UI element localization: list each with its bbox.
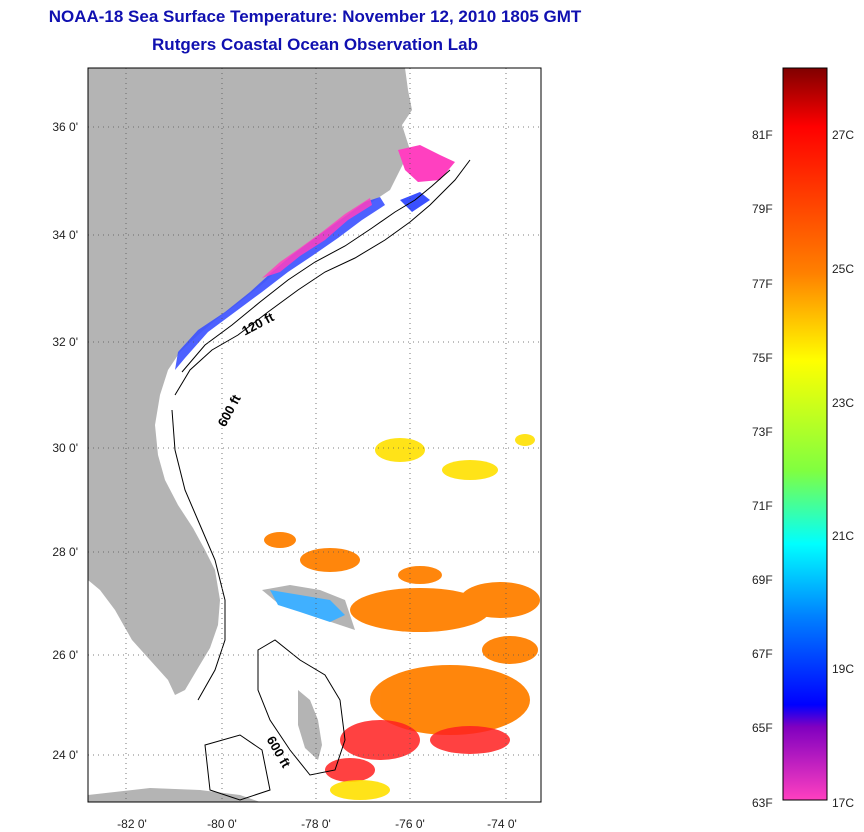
colorbar-f-label: 63F [752,796,773,810]
colorbar-c-label: 23C [832,396,855,410]
colorbar-c-label: 27C [832,128,855,142]
land-mass [88,68,412,695]
colorbar-f-label: 77F [752,277,773,291]
lon-tick-label: -82 0' [117,817,147,831]
lon-tick-label: -78 0' [301,817,331,831]
lat-tick-label: 34 0' [52,228,78,242]
colorbar-c-label: 17C [832,796,855,810]
hot-sst-patches [325,720,510,782]
contour-120ft [181,169,451,373]
colorbar-c-label: 21C [832,529,855,543]
map-subtitle: Rutgers Coastal Ocean Observation Lab [152,35,478,54]
cuba-land [88,788,260,802]
colorbar-f-label: 67F [752,647,773,661]
colorbar-c-label: 25C [832,262,855,276]
colorbar-f-label: 73F [752,425,773,439]
gridlines [88,68,541,802]
yellow-sst-patches [330,434,535,800]
colorbar [782,67,828,801]
colorbar-f-label: 71F [752,499,773,513]
bahamas-cold-bank [270,590,345,622]
colorbar-f-label: 69F [752,573,773,587]
lat-tick-label: 30 0' [52,441,78,455]
contour-600ft [174,159,471,396]
cold-coastal-magenta [262,198,372,278]
cold-outer-banks [398,145,455,182]
lon-tick-label: -74 0' [487,817,517,831]
colorbar-f-label: 65F [752,721,773,735]
contour-bahamas [257,639,346,776]
lat-tick-label: 24 0' [52,748,78,762]
map-border [87,67,542,803]
colorbar-f-label: 79F [752,202,773,216]
map-title: NOAA-18 Sea Surface Temperature: Novembe… [48,7,582,26]
contour-florida-shelf [171,409,226,701]
cold-cape [400,192,430,212]
colorbar-f-label: 81F [752,128,773,142]
colorbar-f-label: 75F [752,351,773,365]
cold-coastal-band [175,197,385,370]
lon-tick-label: -76 0' [395,817,425,831]
lat-tick-label: 36 0' [52,120,78,134]
colorbar-c-label: 19C [832,662,855,676]
lon-tick-label: -80 0' [207,817,237,831]
lat-tick-label: 28 0' [52,545,78,559]
bahamas-andros [298,690,322,760]
contour-bahamas-south [204,734,271,801]
lat-tick-label: 32 0' [52,335,78,349]
warm-sst-patches [264,532,540,735]
lat-tick-label: 26 0' [52,648,78,662]
